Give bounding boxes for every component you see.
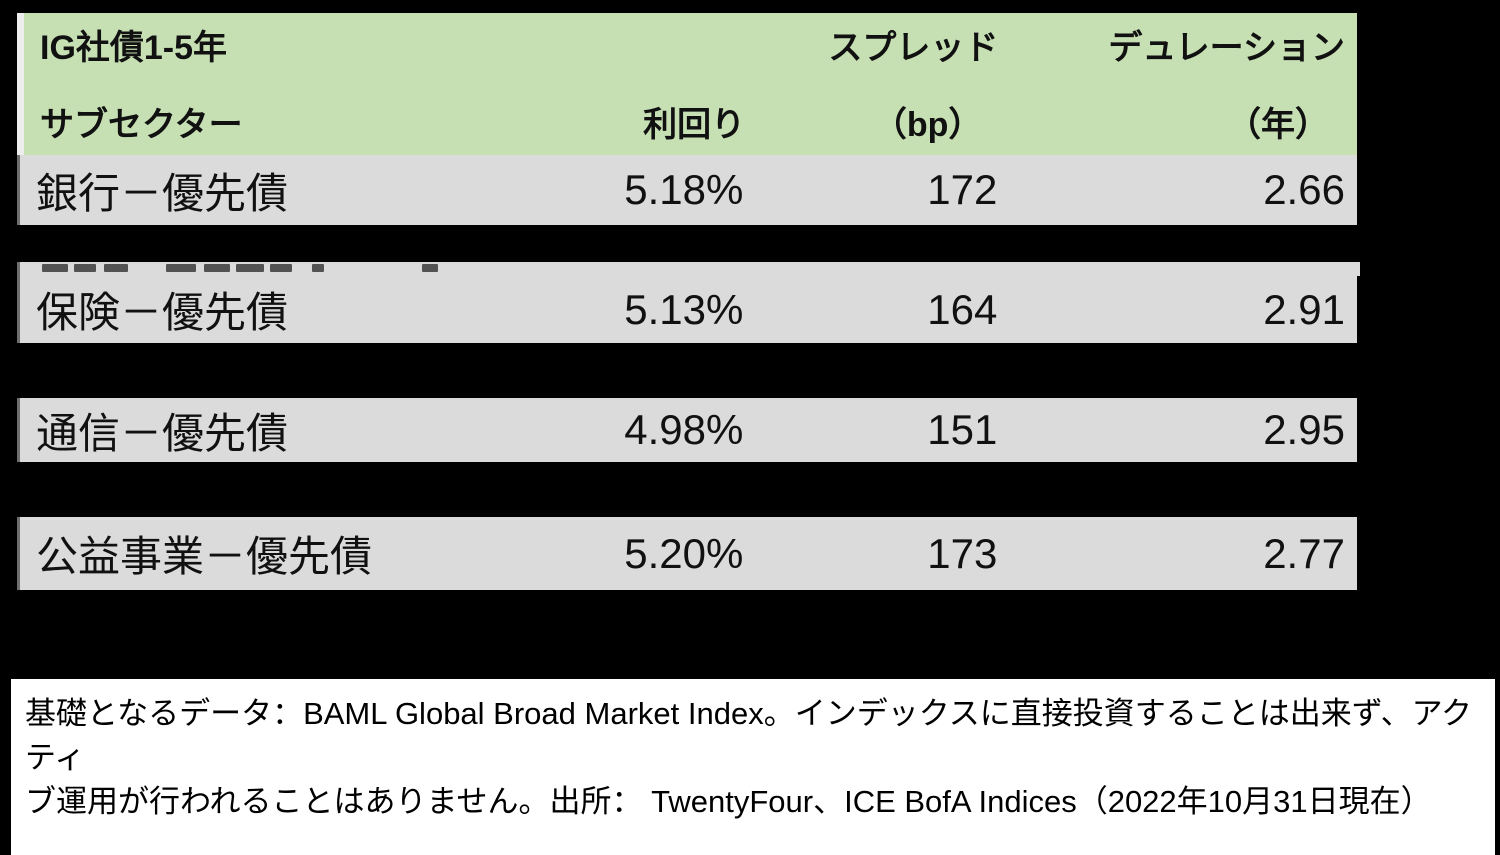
- table-header-row: IG社債1-5年 サブセクター 利回り スプレッド （bp） デュレーション （…: [17, 13, 1357, 155]
- sector-cell: 公益事業－優先債: [36, 533, 373, 580]
- yield-cell: 5.18%: [624, 166, 744, 213]
- spread-cell: 173: [927, 529, 998, 577]
- yield-cell: 5.13%: [624, 285, 744, 333]
- sector-cell: 銀行－優先債: [36, 169, 289, 217]
- spread-cell: 151: [927, 406, 998, 453]
- duration-cell: 2.91: [1263, 285, 1345, 333]
- header-spread-cell: スプレッド （bp）: [757, 13, 1010, 155]
- header-sector-cell: IG社債1-5年 サブセクター: [24, 13, 504, 155]
- footnote-line-1: 基礎となるデータ：BAML Global Broad Market Index。…: [25, 696, 1473, 776]
- header-spread-unit: （bp）: [872, 105, 983, 144]
- header-duration-cell: デュレーション （年）: [1010, 13, 1357, 155]
- table-title: IG社債1-5年: [40, 29, 228, 67]
- table-row: 銀行－優先債 5.18% 172 2.66: [17, 155, 1357, 225]
- header-yield-label: 利回り: [643, 105, 746, 144]
- yield-cell: 4.98%: [624, 406, 744, 453]
- redacted-row-fragments: [17, 262, 1360, 276]
- sector-cell: 保険－優先債: [36, 289, 289, 336]
- footnote: 基礎となるデータ：BAML Global Broad Market Index。…: [11, 679, 1495, 855]
- table-row: 公益事業－優先債 5.20% 173 2.77: [17, 517, 1357, 590]
- header-yield-cell: 利回り: [504, 13, 757, 155]
- header-duration-unit: （年）: [1226, 105, 1329, 144]
- duration-cell: 2.95: [1263, 406, 1345, 453]
- sector-cell: 通信－優先債: [36, 409, 289, 457]
- header-spread-label: スプレッド: [828, 29, 999, 67]
- spread-cell: 164: [927, 285, 998, 333]
- duration-cell: 2.66: [1263, 166, 1345, 213]
- spread-cell: 172: [927, 166, 998, 213]
- table-row: 保険－優先債 5.13% 164 2.91: [17, 276, 1357, 343]
- header-duration-label: デュレーション: [1108, 29, 1345, 67]
- table-row: 通信－優先債 4.98% 151 2.95: [17, 398, 1357, 462]
- duration-cell: 2.77: [1263, 529, 1345, 577]
- footnote-line-2: ブ運用が行われることはありません。出所： TwentyFour、ICE BofA…: [25, 784, 1432, 820]
- yield-cell: 5.20%: [624, 529, 744, 577]
- table-subtitle: サブセクター: [40, 105, 243, 144]
